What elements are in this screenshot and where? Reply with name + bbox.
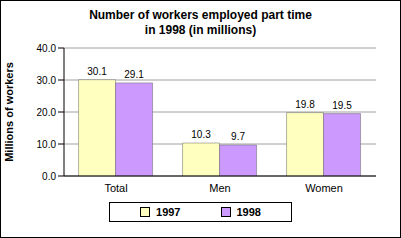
svg-text:Total: Total	[104, 182, 127, 194]
html-text:1998: 1998	[236, 206, 261, 218]
svg-text:19.5: 19.5	[332, 100, 352, 111]
svg-text:9.7: 9.7	[231, 131, 245, 142]
svg-text:19.8: 19.8	[295, 99, 315, 110]
svg-text:Millions of workers: Millions of workers	[3, 62, 15, 162]
svg-text:30.1: 30.1	[87, 66, 107, 77]
html-text:Number of workers employed par: Number of workers employed part time	[89, 8, 312, 22]
html-text:1997: 1997	[156, 206, 181, 218]
svg-text:10.3: 10.3	[191, 129, 211, 140]
html-text:in 1998 (in millions): in 1998 (in millions)	[144, 23, 257, 37]
svg-text:29.1: 29.1	[124, 69, 144, 80]
svg-text:20.0: 20.0	[37, 107, 57, 118]
svg-text:30.0: 30.0	[37, 75, 57, 86]
svg-text:0.0: 0.0	[42, 171, 56, 182]
svg-text:Men: Men	[209, 182, 230, 194]
svg-text:10.0: 10.0	[37, 139, 57, 150]
svg-text:Women: Women	[305, 182, 343, 194]
svg-text:40.0: 40.0	[37, 43, 57, 54]
